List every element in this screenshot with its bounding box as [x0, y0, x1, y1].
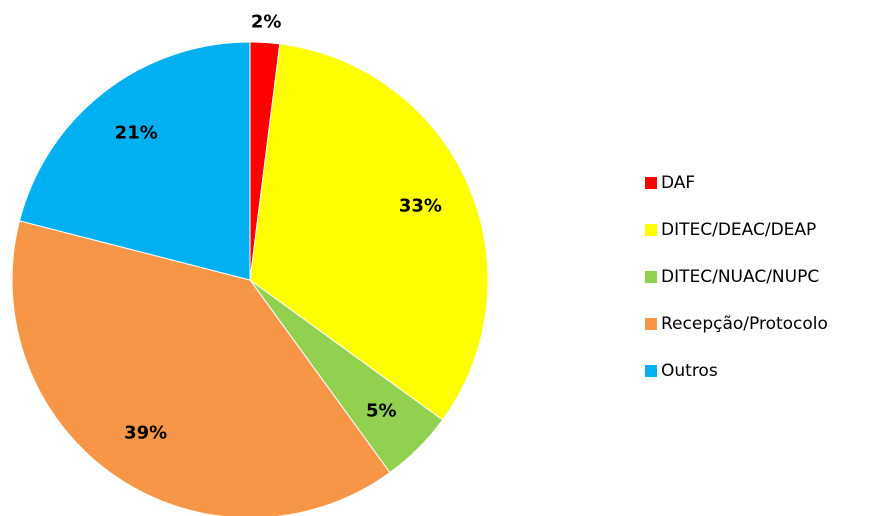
data-label: 39%	[124, 423, 167, 444]
data-label: 5%	[366, 400, 397, 421]
pie-slice	[11, 220, 391, 516]
data-label: 33%	[399, 195, 442, 216]
data-label: 21%	[115, 122, 158, 143]
legend-swatch	[645, 224, 657, 236]
legend-label: DITEC/NUAC/NUPC	[661, 267, 819, 287]
data-label: 2%	[251, 12, 282, 33]
pie-slice	[18, 41, 251, 281]
legend-label: Outros	[661, 361, 718, 381]
legend-label: DITEC/DEAC/DEAP	[661, 220, 816, 240]
legend-label: Recepção/Protocolo	[661, 314, 828, 334]
legend-label: DAF	[661, 173, 695, 193]
legend-swatch	[645, 365, 657, 377]
pie-slice	[249, 43, 489, 421]
legend-swatch	[645, 318, 657, 330]
legend-swatch	[645, 177, 657, 189]
legend-swatch	[645, 271, 657, 283]
